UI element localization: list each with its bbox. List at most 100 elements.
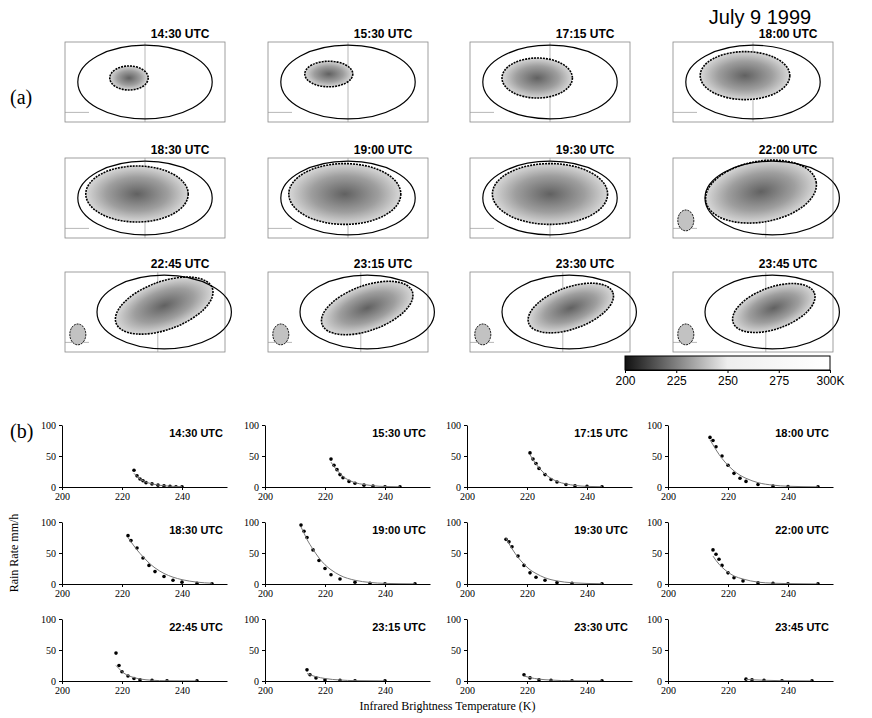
tick-mark [728, 487, 729, 490]
tick: 100 [244, 517, 265, 528]
axis-line [62, 523, 63, 585]
subplot-title: 23:15 UTC [372, 621, 426, 633]
x-axis-title: Infrared Brightness Temperature (K) [360, 699, 536, 713]
tick-label: 100 [446, 420, 461, 431]
data-point [714, 552, 718, 556]
tick-mark [59, 681, 62, 682]
tick: 50 [652, 451, 668, 462]
tick-mark [665, 522, 668, 523]
tick: 0 [254, 482, 265, 493]
tick: 0 [657, 482, 668, 493]
axis: 050100 [244, 517, 266, 590]
tick-mark [587, 681, 588, 684]
image-time: 19:30 UTC [556, 143, 615, 157]
subplot: 20022024005010017:15 UTC [446, 420, 633, 502]
tick: 0 [254, 676, 265, 687]
axis: 050100 [41, 517, 63, 590]
tick: 50 [46, 645, 62, 656]
image-frame [470, 42, 630, 122]
tick-label: 200 [460, 685, 475, 696]
axis-line [63, 681, 228, 682]
tick-mark [59, 425, 62, 426]
tick-mark [527, 681, 528, 684]
grid-line [470, 112, 494, 113]
tracking-ellipse [502, 275, 636, 349]
data-point [329, 573, 333, 577]
tick-label: 240 [781, 491, 796, 502]
tick-mark [325, 681, 326, 684]
tick-mark [665, 584, 668, 585]
tick: 0 [51, 482, 62, 493]
tracking-ellipse [705, 275, 839, 349]
tick: 240 [378, 681, 393, 696]
secondary-cloud [678, 210, 694, 231]
axis-line [467, 523, 468, 585]
tick: 240 [175, 487, 190, 502]
plot-area [305, 668, 387, 681]
fit-curve [331, 462, 400, 487]
tick-label: 240 [781, 685, 796, 696]
tick: 240 [175, 584, 190, 599]
satellite-image [65, 42, 225, 122]
data-point [329, 457, 333, 461]
tick: 100 [647, 614, 668, 625]
satellite-image [470, 272, 636, 352]
grid-line [268, 112, 292, 113]
axis: 050100 [446, 614, 468, 687]
tick: 240 [781, 584, 796, 599]
subplot-title: 18:00 UTC [775, 427, 829, 439]
tick: 50 [451, 451, 467, 462]
fit-curve [116, 666, 197, 681]
tick: 220 [721, 584, 736, 599]
fit-curve [713, 556, 818, 584]
data-point [153, 570, 157, 574]
tick-mark [464, 522, 467, 523]
tick-mark [527, 584, 528, 587]
tick-label: 50 [652, 451, 662, 462]
tick-label: 0 [657, 482, 662, 493]
tick-label: 50 [451, 548, 461, 559]
tick-mark [182, 584, 183, 587]
cloud [289, 164, 401, 225]
tick-mark [59, 650, 62, 651]
data-point [708, 436, 712, 440]
y-axis-title: Rain Rate mm/h [7, 514, 21, 593]
tick: 0 [51, 579, 62, 590]
tick: 50 [46, 451, 62, 462]
grid-line [470, 228, 494, 229]
tick-mark [665, 681, 668, 682]
subplot: 20022024005010019:30 UTC [446, 517, 633, 599]
tick: 220 [318, 487, 333, 502]
subplot: 20022024005010014:30 UTC [41, 420, 228, 502]
subplot: 20022024005010018:30 UTC [41, 517, 228, 599]
tick: 50 [451, 645, 467, 656]
secondary-cloud [70, 324, 86, 345]
tracking-ellipse [97, 275, 231, 349]
tick-label: 0 [456, 676, 461, 687]
subplot: 20022024005010023:45 UTC [647, 614, 834, 696]
satellite-image [65, 266, 231, 352]
image-frame [470, 272, 630, 352]
fit-curve [506, 538, 602, 584]
data-point [534, 575, 538, 579]
tick-mark [788, 487, 789, 490]
tick-label: 0 [657, 676, 662, 687]
tick: 240 [580, 487, 595, 502]
cloud [305, 61, 353, 87]
axis: 050100 [647, 420, 669, 493]
tracking-ellipse [686, 45, 820, 119]
tick-mark [122, 487, 123, 490]
plot-area [522, 673, 604, 681]
tick-mark [182, 487, 183, 490]
tick: 0 [51, 676, 62, 687]
tick: 200 [460, 681, 475, 696]
tick: 200 [661, 584, 676, 599]
tick-label: 0 [254, 579, 259, 590]
satellite-image [673, 272, 839, 352]
cloud [726, 274, 821, 343]
subplot: 20022024005010022:00 UTC [647, 517, 834, 599]
axis: 200220240 [258, 487, 431, 502]
tick-label: 100 [244, 517, 259, 528]
axis-line [669, 584, 834, 585]
cloud [110, 66, 148, 90]
